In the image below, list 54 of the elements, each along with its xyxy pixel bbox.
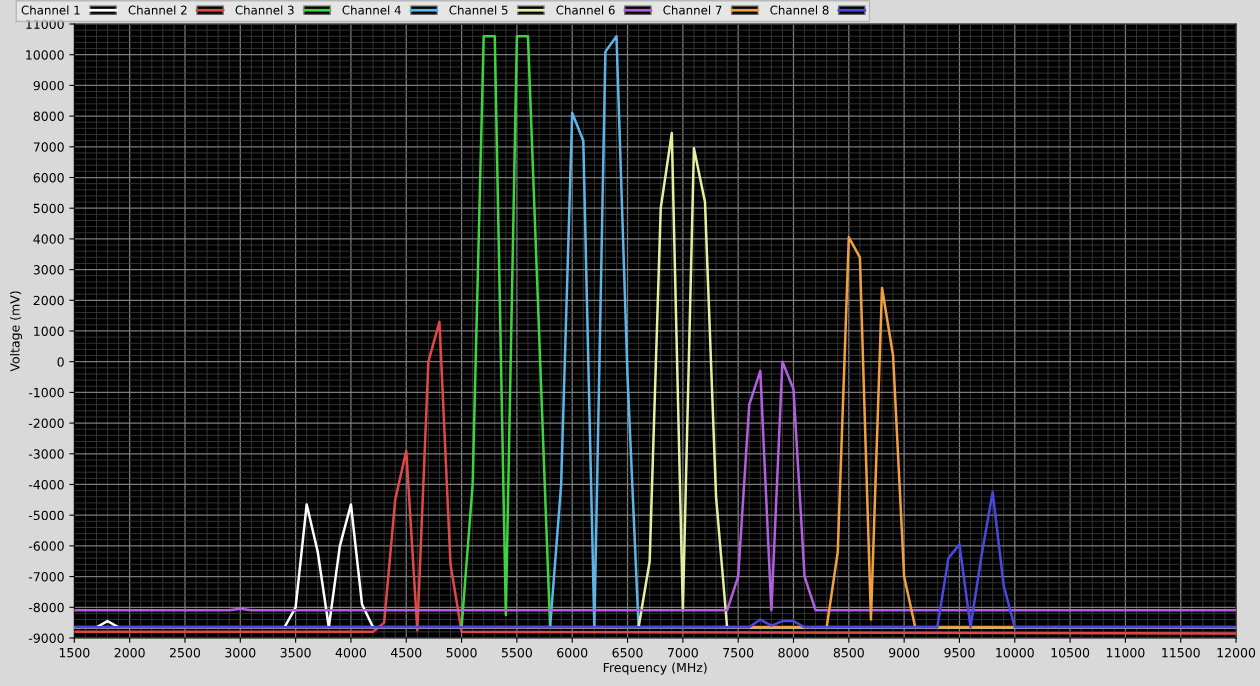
legend-label: Channel 5 [449,5,508,15]
x-tick-label: 10500 [1051,647,1090,658]
x-tick-label: 8500 [833,647,864,658]
y-tick-label: -4000 [28,479,64,490]
y-tick-label: -6000 [28,541,64,551]
y-tick-label: 8000 [33,111,64,122]
y-tick-label: 10000 [26,50,64,60]
y-tick-label: 1000 [34,326,64,336]
y-tick-label: -1000 [28,387,64,398]
x-tick-label: 7500 [723,647,754,658]
y-tick-label: -9000 [28,633,64,643]
y-tick-label: -2000 [28,418,64,429]
x-tick-label: 7000 [667,647,698,658]
x-tick-label: 11000 [1106,647,1145,658]
x-tick-label: 4500 [390,647,422,658]
y-tick-label: -5000 [28,510,64,521]
legend-label: Channel 7 [663,5,722,15]
x-tick-label: 1500 [59,647,90,658]
x-tick-label: 4000 [335,647,367,658]
y-tick-label: 5000 [33,203,64,214]
x-tick-label: 6500 [612,647,643,658]
y-tick-label: -7000 [28,572,64,582]
legend-label: Channel 6 [556,5,615,15]
x-tick-label: 10000 [996,647,1034,658]
y-tick-label: 3000 [33,265,64,275]
y-tick-label: 9000 [33,80,64,91]
x-tick-label: 5500 [501,647,532,658]
x-tick-label: 2500 [169,647,201,658]
y-tick-label: 6000 [33,172,64,183]
x-tick-label: 9000 [889,647,920,658]
legend-label: Channel 1 [21,5,80,15]
y-tick-label: 2000 [33,295,64,306]
legend-label: Channel 2 [128,5,187,15]
y-tick-label: -8000 [28,602,64,613]
y-axis-title: Voltage (mV) [9,291,23,372]
x-tick-label: 11500 [1162,647,1200,658]
x-tick-label: 3500 [280,647,311,658]
y-tick-label: 11000 [26,19,64,29]
legend-label: Channel 8 [770,5,829,15]
x-tick-label: 12000 [1217,647,1256,658]
x-tick-label: 2000 [114,647,145,658]
y-tick-label: 7000 [33,142,64,152]
x-tick-label: 3000 [225,647,256,658]
y-tick-label: -3000 [28,449,64,459]
x-tick-label: 5000 [446,647,477,658]
line-series [74,360,1237,612]
x-tick-label: 6000 [557,647,588,658]
x-tick-label: 9500 [944,647,975,658]
x-tick-label: 8000 [778,647,809,658]
legend-label: Channel 4 [342,5,401,15]
legend-label: Channel 3 [235,5,294,15]
x-axis-title: Frequency (MHz) [603,662,707,675]
y-tick-label: 4000 [33,234,64,244]
y-tick-label: 0 [57,357,64,367]
